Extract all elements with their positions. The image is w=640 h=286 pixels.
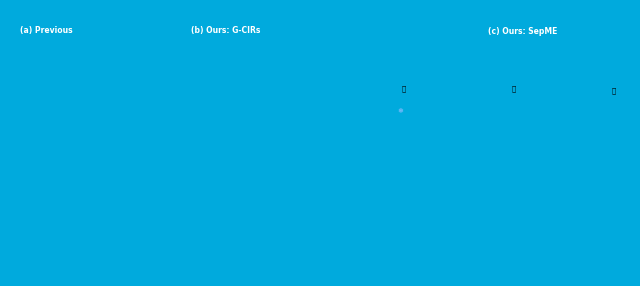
Polygon shape — [276, 215, 304, 228]
Text: $\theta_{dm}$: $\theta_{dm}$ — [181, 236, 195, 246]
Text: Erase $c_{i,f}$: Erase $c_{i,f}$ — [372, 66, 408, 78]
Text: $G\text{-}CIRs(\Delta\theta_{N,dm}^{})$: $G\text{-}CIRs(\Delta\theta_{N,dm}^{})$ — [408, 173, 462, 183]
Text: $(x_t, c_f)$: $(x_t, c_f)$ — [29, 265, 56, 277]
Text: (a) Previous: (a) Previous — [20, 27, 72, 35]
Text: 🔥: 🔥 — [254, 74, 258, 80]
Text: $(x_t, c_\emptyset)$: $(x_t, c_\emptyset)$ — [76, 265, 105, 277]
Text: $\theta_{dm}$: $\theta_{dm}$ — [39, 96, 53, 106]
Polygon shape — [584, 106, 616, 121]
Text: $Loss: L_2$: $Loss: L_2$ — [36, 158, 74, 170]
Text: DM: DM — [49, 226, 61, 232]
Text: 🔥: 🔥 — [612, 88, 616, 94]
Text: $\epsilon_{\theta_{dm}^{}}(x_t, c_f) - \epsilon_{\theta_{dm}^{}}(x_t, c_\emptyse: $\epsilon_{\theta_{dm}^{}}(x_t, c_f) - \… — [203, 181, 283, 193]
Text: $c_{i,f}$: $c_{i,f}$ — [345, 208, 360, 218]
Text: ❅: ❅ — [61, 214, 67, 223]
Text: DM: DM — [189, 228, 202, 234]
Polygon shape — [484, 83, 516, 98]
Text: (b) Ours: G-CIRs: (b) Ours: G-CIRs — [191, 27, 260, 35]
Text: Figure 1.  Overview of various unlearning techniques for DMs. ‘Ice flowers’ and : Figure 1. Overview of various unlearning… — [6, 3, 536, 11]
Polygon shape — [584, 85, 616, 100]
Text: DM: DM — [237, 85, 250, 91]
Polygon shape — [484, 104, 516, 119]
Text: $\theta_{dm}+\Delta\theta_{i,dm}$: $\theta_{dm}+\Delta\theta_{i,dm}$ — [370, 94, 406, 102]
Text: DM: DM — [284, 228, 296, 234]
Polygon shape — [40, 212, 70, 226]
Text: 🔥: 🔥 — [512, 86, 516, 92]
Text: $(x_t, c_f)$: $(x_t, c_f)$ — [42, 43, 68, 55]
Text: $+$: $+$ — [514, 206, 526, 220]
Text: $\theta_{dm}$: $\theta_{dm}$ — [275, 236, 289, 246]
Text: DM: DM — [594, 100, 606, 106]
Text: ❅: ❅ — [298, 217, 304, 225]
Text: $(x_t, c_\emptyset)$: $(x_t, c_\emptyset)$ — [275, 265, 305, 277]
Polygon shape — [182, 234, 210, 247]
Polygon shape — [227, 91, 259, 106]
Text: ❅: ❅ — [204, 217, 210, 225]
Text: DM: DM — [493, 98, 506, 104]
Text: $\theta_{dm}+\!\sum_{i\in\{j,k\}}\!\Delta\theta_{i,dm}$: $\theta_{dm}+\!\sum_{i\in\{j,k\}}\!\Delt… — [474, 89, 522, 107]
Polygon shape — [227, 70, 259, 85]
Polygon shape — [40, 73, 70, 87]
Text: $(x_t, c_\emptyset)$: $(x_t, c_\emptyset)$ — [275, 42, 305, 54]
Polygon shape — [40, 93, 70, 107]
Text: $\theta_{dm}$: $\theta_{dm}$ — [39, 235, 53, 245]
Text: $\vdots$: $\vdots$ — [431, 188, 439, 202]
Text: $G\text{-}CIRs(\Delta\theta_{i,dm}^{})$: $G\text{-}CIRs(\Delta\theta_{i,dm}^{})$ — [410, 208, 461, 219]
Text: DM: DM — [384, 98, 396, 104]
Text: $except\ c_{k,f}$: $except\ c_{k,f}$ — [580, 59, 620, 69]
Text: Test: Test — [591, 49, 609, 59]
Text: $\vdots$: $\vdots$ — [431, 223, 439, 237]
Text: DM: DM — [49, 87, 61, 93]
Polygon shape — [374, 83, 406, 98]
Text: $c_{N,f}$: $c_{N,f}$ — [342, 173, 360, 183]
Text: $\epsilon_{target}$: $\epsilon_{target}$ — [10, 178, 35, 190]
Text: $c_{1,f}$: $c_{1,f}$ — [343, 243, 360, 253]
Text: ❅: ❅ — [397, 108, 403, 114]
Text: (c) Ours: SepME: (c) Ours: SepME — [488, 27, 557, 35]
Text: $Loss: L_{cor} + \|\Delta\theta_{dm}^{}\|$: $Loss: L_{cor} + \|\Delta\theta_{dm}^{}\… — [204, 159, 282, 173]
Polygon shape — [40, 232, 70, 246]
Text: 🔥: 🔥 — [402, 86, 406, 92]
Polygon shape — [276, 234, 304, 247]
Text: $\rightarrow L_{SepME}$: $\rightarrow L_{SepME}$ — [566, 206, 609, 220]
Text: Erase $c_{j,f}$; $c_{k,f}$: Erase $c_{j,f}$; $c_{k,f}$ — [473, 65, 527, 79]
Text: Erase $c_{l,f}\in c_{set,f}$: Erase $c_{l,f}\in c_{set,f}$ — [570, 69, 630, 79]
Polygon shape — [374, 104, 406, 119]
Text: $\epsilon_{\theta_{dm}^{}}(x_t, c_f)$: $\epsilon_{\theta_{dm}^{}}(x_t, c_f)$ — [36, 129, 74, 143]
Text: $\theta_{dm} + \Delta\theta_{dm}^{}$: $\theta_{dm} + \Delta\theta_{dm}^{}$ — [214, 93, 250, 103]
Text: $\epsilon_{\theta_{dm}^{}+\Delta\theta_{dm}^{}}(x_t,c_f) - \epsilon_{\theta_{dm}: $\epsilon_{\theta_{dm}^{}+\Delta\theta_{… — [191, 130, 295, 140]
Text: $G\text{-}CIRs(\Delta\theta_{1,dm}^{})$: $G\text{-}CIRs(\Delta\theta_{1,dm}^{})$ — [408, 243, 461, 253]
Text: 🔥: 🔥 — [64, 76, 68, 82]
Text: Weight Decoupling (WD) : $\Delta\theta_{1\sim N,dm}^{}$: Weight Decoupling (WD) : $\Delta\theta_{… — [417, 36, 563, 50]
Polygon shape — [182, 215, 210, 228]
Text: $\theta_{dm}+\!\sum_{i\in set,i\neq k}\!\Delta\theta_{i,dm}$: $\theta_{dm}+\!\sum_{i\in set,i\neq k}\!… — [572, 103, 625, 117]
Text: $(x_t, c_f)$: $(x_t, c_f)$ — [183, 42, 209, 54]
Text: $(x_t, c_f)$: $(x_t, c_f)$ — [183, 265, 209, 277]
Text: Train: Train — [591, 264, 617, 274]
